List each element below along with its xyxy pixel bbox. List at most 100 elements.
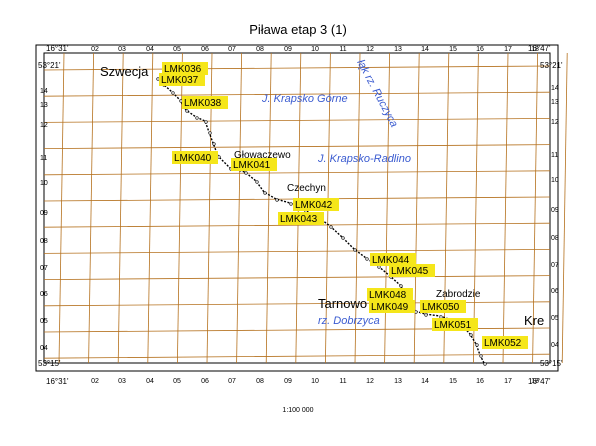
y-tick-right: 14 — [551, 85, 559, 92]
marker-lmk051[interactable]: LMK051 — [432, 318, 478, 331]
route-path — [156, 77, 485, 364]
x-tick-bottom: 02 — [91, 378, 99, 385]
corner-bottom-left-lon: 16°31' — [46, 377, 69, 386]
route-point — [377, 265, 381, 269]
marker-background — [369, 300, 415, 313]
marker-lmk048[interactable]: LMK048 — [367, 288, 413, 301]
route-point — [424, 313, 428, 317]
marker-background — [172, 151, 218, 164]
route-point — [179, 99, 183, 103]
route-point — [255, 180, 259, 184]
marker-label: LMK044 — [372, 255, 410, 266]
grid-line-vertical — [88, 52, 94, 364]
x-tick-bottom: 11 — [339, 378, 346, 385]
grid-line-horizontal — [43, 91, 551, 97]
x-tick-bottom: 09 — [284, 378, 292, 385]
y-tick-right: 07 — [551, 262, 559, 269]
y-tick-left: 10 — [40, 180, 48, 187]
x-tick-top: 12 — [366, 46, 374, 53]
grid-line-vertical — [147, 52, 154, 364]
marker-label: LMK036 — [164, 64, 202, 75]
route-point — [212, 142, 216, 146]
marker-background — [420, 300, 466, 313]
marker-lmk049[interactable]: LMK049 — [369, 300, 415, 313]
marker-label: LMK051 — [434, 320, 472, 331]
y-tick-right: 06 — [551, 288, 559, 295]
marker-lmk036[interactable]: LMK036 — [162, 62, 208, 75]
marker-background — [389, 264, 435, 277]
marker-background — [182, 96, 228, 109]
place-czechyn: Czechyn — [287, 183, 326, 194]
route-point — [353, 248, 357, 252]
marker-lmk040[interactable]: LMK040 — [172, 151, 218, 164]
grid-line-vertical — [561, 52, 568, 364]
map-title: Piława etap 3 (1) — [249, 22, 347, 37]
y-tick-right: 08 — [551, 235, 559, 242]
x-tick-top: 13 — [394, 46, 402, 53]
x-tick-top: 02 — [91, 46, 99, 53]
marker-background — [432, 318, 478, 331]
y-tick-left: 09 — [40, 210, 48, 217]
x-tick-bottom: 18 — [531, 378, 539, 385]
grid-line-horizontal — [43, 249, 551, 254]
marker-lmk045[interactable]: LMK045 — [389, 264, 435, 277]
grid-line-vertical — [502, 52, 509, 364]
marker-lmk050[interactable]: LMK050 — [420, 300, 466, 313]
marker-background — [162, 62, 208, 75]
corner-bottom-left-lat: 53°15' — [38, 359, 61, 368]
coordinate-ticks: 02 02 03 03 04 04 05 05 06 06 07 07 08 08 09 09 10 10 11 11… — [40, 46, 559, 385]
route-point — [439, 315, 443, 319]
y-tick-left: 06 — [40, 291, 48, 298]
grid-line-horizontal — [43, 275, 551, 280]
marker-background — [159, 73, 205, 86]
x-tick-top: 09 — [284, 46, 292, 53]
x-tick-top: 10 — [311, 46, 319, 53]
place-szwecja: Szwecja — [100, 64, 149, 79]
marker-background — [482, 336, 528, 349]
route-point — [341, 236, 345, 240]
marker-background — [231, 158, 277, 171]
y-tick-right: 12 — [551, 119, 559, 126]
y-tick-left: 05 — [40, 318, 48, 325]
marker-lmk042[interactable]: LMK042 — [293, 198, 339, 211]
y-tick-left: 13 — [40, 102, 48, 109]
x-tick-bottom: 14 — [421, 378, 429, 385]
route-point — [483, 362, 487, 366]
place-names: Szwecja Głowaczewo Czechyn Tarnowo Zabrodzie… — [100, 64, 544, 328]
grid-line-vertical — [58, 52, 65, 364]
y-tick-left: 12 — [40, 122, 48, 129]
corner-top-right-lat: 53°21' — [540, 61, 563, 70]
route-point — [244, 171, 248, 175]
water-krapsko-gorne: J. Krapsko Górne — [261, 93, 348, 105]
marker-background — [370, 253, 416, 266]
y-tick-left: 11 — [40, 155, 47, 162]
x-tick-top: 03 — [118, 46, 126, 53]
grid-line-horizontal — [43, 144, 551, 149]
corner-bottom-right-lon: 16°47' — [528, 377, 551, 386]
x-tick-bottom: 07 — [228, 378, 236, 385]
marker-lmk038[interactable]: LMK038 — [182, 96, 228, 109]
grid-line-horizontal — [43, 353, 551, 359]
marker-lmk044[interactable]: LMK044 — [370, 253, 416, 266]
route-point — [329, 225, 333, 229]
y-tick-right: 13 — [551, 99, 559, 106]
x-tick-bottom: 10 — [311, 378, 319, 385]
x-tick-bottom: 15 — [449, 378, 457, 385]
marker-lmk041[interactable]: LMK041 — [231, 158, 277, 171]
y-tick-right: 04 — [551, 342, 559, 349]
marker-background — [278, 212, 324, 225]
y-tick-left: 08 — [40, 238, 48, 245]
marker-lmk037[interactable]: LMK037 — [159, 73, 205, 86]
marker-lmk043[interactable]: LMK043 — [278, 212, 324, 225]
route-point — [204, 120, 208, 124]
x-tick-bottom: 16 — [476, 378, 484, 385]
corner-labels: 16°31' 16°47' 16°31' 16°47' 53°21' 53°21… — [38, 44, 563, 386]
route-point — [171, 91, 175, 95]
corner-bottom-right-lat: 53°15' — [540, 359, 563, 368]
grid-line-vertical — [177, 52, 183, 364]
route-point — [289, 202, 293, 206]
grid-line-horizontal — [43, 170, 551, 176]
marker-lmk052[interactable]: LMK052 — [482, 336, 528, 349]
y-tick-right: 10 — [551, 177, 559, 184]
route-point — [156, 77, 160, 81]
